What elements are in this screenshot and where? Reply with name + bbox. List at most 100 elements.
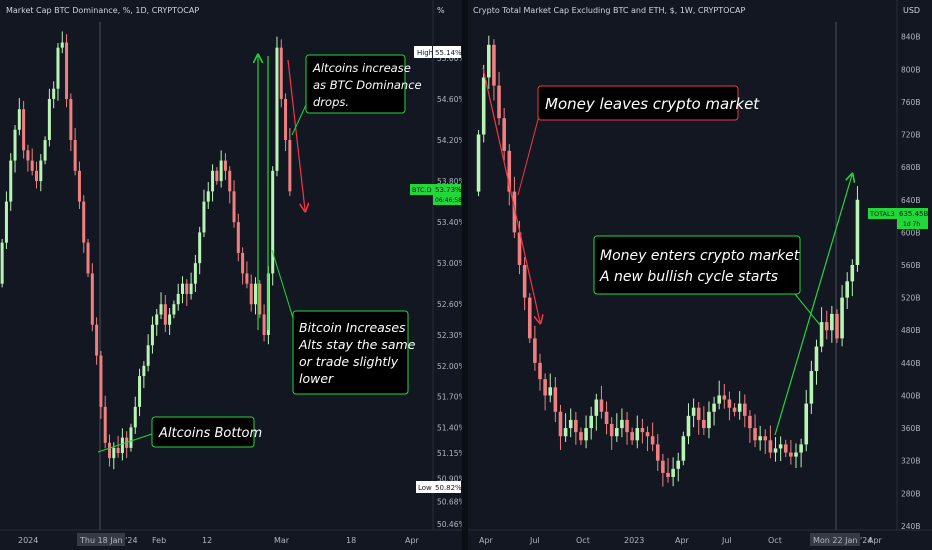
right-candle [497, 85, 501, 119]
right-candle [778, 444, 783, 449]
right-xtick-oct: Oct [576, 536, 590, 545]
arrow-up-green [258, 56, 269, 330]
right-candle [717, 395, 721, 404]
left-chart-title: Market Cap BTC Dominance, %, 1D, CRYPTOC… [6, 6, 199, 15]
right-candle [707, 411, 711, 429]
right-candle [835, 313, 839, 339]
right-candles[interactable] [476, 35, 860, 487]
right-xtick-2023: 2023 [624, 536, 644, 545]
right-candle [763, 436, 768, 441]
left-ytick: 53.80% [437, 177, 466, 186]
left-ytick: 51.15% [437, 449, 466, 458]
left-candle [52, 88, 56, 99]
right-candle [558, 411, 563, 437]
right-candle [686, 415, 691, 437]
right-ytick: 320B [901, 457, 920, 466]
right-price-axis[interactable]: 840B 800B 760B 720B 680B 640B 600B 560B 520B 480B… [901, 33, 920, 531]
left-candle [77, 170, 81, 202]
left-ytick: 53.40% [437, 218, 466, 227]
right-candle [635, 428, 640, 441]
left-candle [13, 129, 17, 161]
left-candle [138, 376, 142, 407]
right-cursor-date: Mon 22 Jan '24 [813, 536, 872, 545]
right-candle [819, 322, 824, 347]
left-candle [241, 252, 245, 274]
left-xtick-apr: Apr [405, 536, 420, 545]
right-candle [584, 428, 588, 441]
left-candle [107, 442, 112, 459]
right-ytick: 240B [901, 522, 920, 531]
right-candle [492, 44, 496, 86]
arrow-down-red [287, 59, 305, 210]
right-candle [604, 411, 609, 424]
left-chart-panel[interactable]: Market Cap BTC Dominance, %, 1D, CRYPTOC… [0, 0, 466, 550]
right-xtick-apr: Apr [479, 536, 494, 545]
right-candle [640, 428, 645, 433]
left-candle [150, 324, 154, 346]
left-candle [56, 47, 60, 89]
right-candle [809, 370, 814, 404]
left-candle [155, 314, 159, 325]
left-axis-unit: % [437, 6, 445, 15]
right-candle [625, 419, 629, 433]
right-candle [533, 338, 537, 363]
right-candle [512, 191, 517, 233]
right-candle [850, 264, 855, 282]
left-candle [284, 98, 288, 141]
right-candle [753, 428, 757, 441]
left-candle [39, 160, 43, 182]
left-xtick-feb: Feb [152, 536, 166, 545]
left-candle [146, 345, 150, 366]
annotation-bitcoin-increases-line2: Alts stay the same [298, 337, 416, 352]
right-xtick-apr3: Apr [868, 536, 883, 545]
left-xtick-12: 12 [202, 536, 212, 545]
left-candle [112, 447, 116, 459]
right-ticker-value: 635.45B [899, 210, 928, 218]
right-candle [620, 419, 624, 429]
left-candle [275, 47, 279, 171]
arrow-up-green-right [774, 175, 852, 436]
right-xtick-apr2: Apr [675, 536, 690, 545]
right-candle [722, 395, 727, 400]
right-candle [824, 322, 829, 331]
left-candle [60, 42, 64, 48]
left-candle [202, 201, 206, 233]
left-ytick: 52.30% [437, 331, 466, 340]
right-xtick-jul2: Jul [721, 536, 732, 545]
left-candle [223, 160, 227, 171]
right-candle [783, 444, 788, 453]
left-candle [103, 406, 107, 443]
right-candle [630, 432, 634, 441]
left-candle [22, 109, 26, 151]
left-ytick: 50.90% [437, 475, 466, 484]
right-candle [481, 77, 486, 135]
left-candle [185, 283, 189, 294]
left-candle [129, 427, 133, 448]
right-candle [768, 440, 773, 453]
annotation-altcoins-increase-line1: Altcoins increase [312, 61, 411, 75]
left-ytick: 53.00% [437, 259, 466, 268]
left-candle [232, 191, 236, 223]
right-candle [650, 436, 655, 445]
left-candle [30, 160, 34, 171]
left-candle [211, 170, 215, 192]
right-candle [691, 407, 696, 416]
left-candle [90, 273, 94, 325]
left-candle [142, 365, 146, 377]
right-xtick-oct2: Oct [768, 536, 782, 545]
right-chart-panel[interactable]: Crypto Total Market Cap Excluding BTC an… [468, 0, 932, 550]
left-candles[interactable] [0, 31, 292, 470]
left-candle [249, 283, 253, 305]
right-candle [758, 436, 762, 441]
left-price-axis[interactable]: 55.00% 54.60% 54.20% 53.80% 53.40% 53.00% 52.6… [437, 54, 466, 529]
right-candle [502, 118, 506, 151]
annotation-altcoins-increase-line2: as BTC Dominance [313, 78, 422, 92]
right-candle [553, 387, 558, 412]
left-candle [95, 324, 99, 356]
right-candle [737, 403, 742, 412]
left-ytick: 55.00% [437, 54, 466, 63]
annotation-money-enters-line1: Money enters crypto market [600, 248, 800, 264]
left-ytick: 51.40% [437, 423, 466, 432]
right-candle [568, 419, 573, 429]
